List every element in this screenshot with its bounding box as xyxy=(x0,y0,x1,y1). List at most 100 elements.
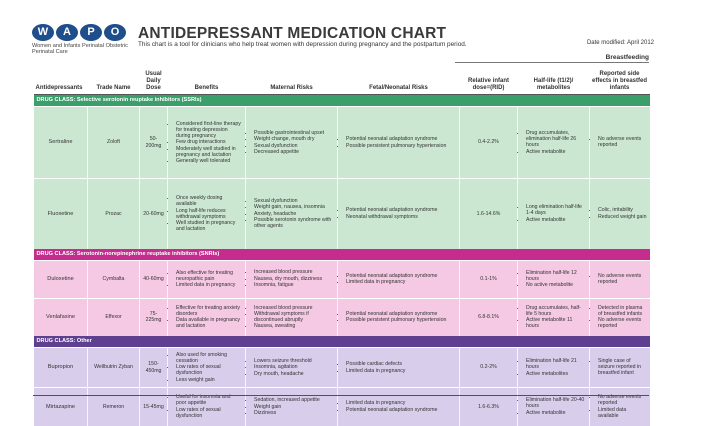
col-rid: Relative infant dose=(RID) xyxy=(459,62,518,95)
list-item: Sexual dysfunction xyxy=(254,143,334,149)
maternal-risks-cell: Increased blood pressureWithdrawal sympt… xyxy=(245,297,338,336)
reported-effects-cell-list: No adverse events reported xyxy=(593,136,647,148)
reported-effects-cell: No adverse events reportedLimited data a… xyxy=(589,387,650,426)
drug-class-label: DRUG CLASS: Selective serotonin reuptake… xyxy=(33,94,650,107)
col-benefits: Benefits xyxy=(167,62,246,95)
benefits-cell-list: Once weekly dosing availableLong half-li… xyxy=(171,195,242,232)
list-item: Low rates of sexual dysfunction xyxy=(176,364,242,376)
logo-letter: A xyxy=(56,24,78,41)
drug-name: Duloxetine xyxy=(33,259,88,298)
usual-dose: 40-60mg xyxy=(139,259,168,298)
list-item: Dizziness xyxy=(254,410,334,416)
list-item: Few drug interactions xyxy=(176,139,242,145)
col-half-life: Half-life (t1/2)/ metabolites xyxy=(517,62,590,95)
list-item: Limited data in pregnancy xyxy=(346,279,456,285)
list-item: Well studied in pregnancy and lactation xyxy=(176,220,242,232)
list-item: Nausea, dry mouth, dizziness xyxy=(254,276,334,282)
maternal-risks-cell-list: Sexual dysfunctionWeight gain, nausea, i… xyxy=(249,198,334,229)
drug-class-label: DRUG CLASS: Serotonin-norepinephrine reu… xyxy=(33,248,650,260)
list-item: Potential neonatal adaptation syndrome xyxy=(346,207,456,213)
drug-name: Bupropion xyxy=(33,347,88,388)
list-item: Possible persistent pulmonary hypertensi… xyxy=(346,317,456,323)
reported-effects-cell: No adverse events reported xyxy=(589,106,650,179)
list-item: Potential neonatal adaptation syndrome xyxy=(346,407,456,413)
list-item: No adverse events reported xyxy=(598,273,647,285)
list-item: Sexual dysfunction xyxy=(254,198,334,204)
fetal-risks-cell-list: Potential neonatal adaptation syndromeLi… xyxy=(341,273,456,285)
col-antidepressants: Antidepressants xyxy=(33,62,88,95)
list-item: Decreased appetite xyxy=(254,149,334,155)
usual-dose: 50-200mg xyxy=(139,106,168,179)
logo-letter: W xyxy=(32,24,54,41)
half-life-cell-list: Drug accumulates, half-life 5 hoursActiv… xyxy=(521,305,586,330)
logo-subtitle: Women and Infants Perinatal Obstetric Pe… xyxy=(32,43,128,56)
benefits-cell: Useful for insomnia and poor appetiteLow… xyxy=(167,387,246,426)
benefits-cell: Considered first-line therapy for treati… xyxy=(167,106,246,179)
reported-effects-cell: Detected in plasma of breastfed infantsN… xyxy=(589,297,650,336)
bottom-rule xyxy=(33,395,649,396)
logo-letter: P xyxy=(80,24,102,41)
drug-name: Fluoxetine xyxy=(33,178,88,249)
list-item: Moderately well studied in pregnancy and… xyxy=(176,146,242,158)
benefits-cell: Also effective for treating neuropathic … xyxy=(167,259,246,298)
list-item: Active metabolites xyxy=(526,371,586,377)
list-item: Also effective for treating neuropathic … xyxy=(176,270,242,282)
col-fetal-risks: Fetal/Neonatal Risks xyxy=(337,62,460,95)
half-life-cell: Long elimination half-life 1-4 daysActiv… xyxy=(517,178,590,249)
rid-value: 0.4-2.2% xyxy=(459,106,518,179)
benefits-cell: Also used for smoking cessationLow rates… xyxy=(167,347,246,388)
page-title: ANTIDEPRESSANT MEDICATION CHART xyxy=(138,25,447,42)
reported-effects-cell-list: Single case of seizure reported in breas… xyxy=(593,358,647,376)
list-item: Insomnia, agitation xyxy=(254,364,334,370)
list-item: Weight change, mouth dry xyxy=(254,136,334,142)
list-item: Weight gain, nausea, insomnia xyxy=(254,204,334,210)
list-item: Active metabolite xyxy=(526,149,586,155)
header: W A P O Women and Infants Perinatal Obst… xyxy=(0,0,720,64)
maternal-risks-cell: Lowers seizure thresholdInsomnia, agitat… xyxy=(245,347,338,388)
drug-name: Venlafaxine xyxy=(33,297,88,336)
half-life-cell-list: Elimination half-life 12 hoursNo active … xyxy=(521,270,586,289)
list-item: Single case of seizure reported in breas… xyxy=(598,358,647,376)
benefits-cell: Effective for treating anxiety disorders… xyxy=(167,297,246,336)
rid-value: 0.2-2% xyxy=(459,347,518,388)
half-life-cell: Elimination half-life 20-40 hoursActive … xyxy=(517,387,590,426)
benefits-cell-list: Considered first-line therapy for treati… xyxy=(171,121,242,165)
trade-name: Cymbalta xyxy=(87,259,140,298)
benefits-cell-list: Useful for insomnia and poor appetiteLow… xyxy=(171,394,242,419)
list-item: Anxiety, headache xyxy=(254,211,334,217)
list-item: Insomnia, fatigue xyxy=(254,282,334,288)
trade-name: Wellbutrin Zyban xyxy=(87,347,140,388)
fetal-risks-cell: Limited data in pregnancyPotential neona… xyxy=(337,387,460,426)
half-life-cell: Elimination half-life 21 hoursActive met… xyxy=(517,347,590,388)
fetal-risks-cell-list: Potential neonatal adaptation syndromePo… xyxy=(341,311,456,323)
drug-name: Mirtazapine xyxy=(33,387,88,426)
benefits-cell: Once weekly dosing availableLong half-li… xyxy=(167,178,246,249)
reported-effects-cell: Colic, irritabilityReduced weight gain xyxy=(589,178,650,249)
list-item: Useful for insomnia and poor appetite xyxy=(176,394,242,406)
col-usual-dose: Usual Daily Dose xyxy=(139,62,168,95)
trade-name: Prozac xyxy=(87,178,140,249)
date-modified: Date modified: April 2012 xyxy=(586,40,654,46)
list-item: Neonatal withdrawal symptoms xyxy=(346,214,456,220)
list-item: Lowers seizure threshold xyxy=(254,358,334,364)
list-item: Possible gastrointestinal upset xyxy=(254,130,334,136)
list-item: No adverse events reported xyxy=(598,136,647,148)
list-item: Low rates of sexual dysfunction xyxy=(176,407,242,419)
list-item: Elimination half-life 12 hours xyxy=(526,270,586,282)
list-item: Long elimination half-life 1-4 days xyxy=(526,204,586,216)
list-item: Also used for smoking cessation xyxy=(176,352,242,364)
list-item: Sedation, increased appetite xyxy=(254,397,334,403)
usual-dose: 15-45mg xyxy=(139,387,168,426)
rid-value: 6.8-8.1% xyxy=(459,297,518,336)
list-item: Active metabolite xyxy=(526,217,586,223)
fetal-risks-cell: Potential neonatal adaptation syndromePo… xyxy=(337,106,460,179)
list-item: Active metabolite xyxy=(526,410,586,416)
maternal-risks-cell: Increased blood pressureNausea, dry mout… xyxy=(245,259,338,298)
wapo-logo: W A P O Women and Infants Perinatal Obst… xyxy=(32,24,134,64)
benefits-cell-list: Effective for treating anxiety disorders… xyxy=(171,305,242,330)
list-item: No adverse events reported xyxy=(598,317,647,329)
list-item: Nausea, sweating xyxy=(254,323,334,329)
logo-letter: O xyxy=(104,24,126,41)
